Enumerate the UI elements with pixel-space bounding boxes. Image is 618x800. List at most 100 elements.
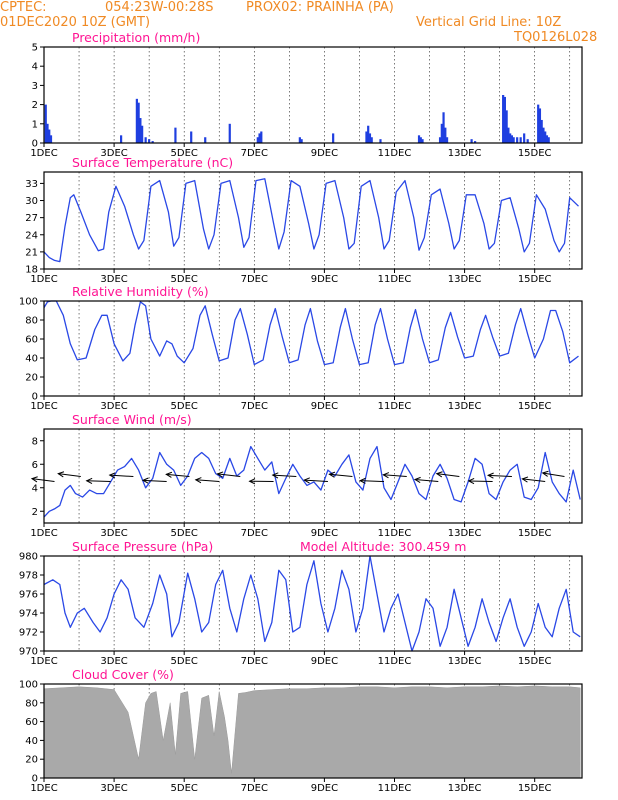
precip-bar	[419, 137, 422, 143]
precip-bar	[440, 123, 443, 143]
x-tick-label: 9DEC	[311, 783, 338, 794]
wind-arrow-head	[30, 476, 38, 483]
x-tick-label: 7DEC	[241, 656, 268, 667]
x-tick-label: 3DEC	[100, 274, 127, 285]
x-tick-label: 5DEC	[171, 401, 198, 412]
chart-header: CPTEC: 054:23W-00:28S PROX02: PRAINHA (P…	[0, 0, 618, 46]
x-tick-label: 13DEC	[448, 783, 482, 794]
precip-bar	[258, 133, 261, 143]
y-tick-label: 6	[32, 460, 38, 471]
precip-bar	[510, 135, 514, 143]
x-tick-label: 9DEC	[311, 401, 338, 412]
cloud-area	[43, 685, 581, 779]
precip-bar	[46, 123, 49, 143]
y-tick-label: 24	[25, 230, 38, 241]
precip-bar	[370, 137, 373, 143]
x-tick-label: 11DEC	[378, 656, 412, 667]
precip-bar	[503, 96, 506, 143]
wind-arrow	[329, 473, 353, 478]
y-tick-label: 20	[25, 755, 38, 766]
x-tick-label: 7DEC	[241, 783, 268, 794]
wind-arrow-head	[521, 476, 529, 483]
precip-bar	[444, 127, 447, 143]
precip-bar	[368, 133, 372, 143]
y-tick-label: 4	[32, 483, 38, 494]
wind-arrow-head	[541, 470, 549, 477]
wind-arrow	[360, 480, 384, 483]
x-tick-label: 1DEC	[30, 274, 57, 285]
wind-series-line	[43, 445, 581, 518]
y-tick-label: 40	[25, 354, 38, 365]
x-tick-label: 5DEC	[171, 274, 198, 285]
header-station: PROX02: PRAINHA (PA)	[246, 0, 394, 15]
panel-title: Relative Humidity (%)	[72, 284, 209, 299]
y-tick-label: 30	[25, 196, 38, 207]
y-tick-label: 2	[32, 507, 38, 518]
x-tick-label: 11DEC	[378, 783, 412, 794]
wind-arrow-head	[248, 478, 256, 485]
x-tick-label: 11DEC	[378, 401, 412, 412]
x-tick-label: 5DEC	[171, 528, 198, 539]
precip-bar	[526, 139, 529, 143]
wind-arrow-head	[435, 471, 443, 478]
x-tick-label: 9DEC	[311, 274, 338, 285]
precip-bar	[512, 137, 515, 143]
precip-bar	[537, 104, 540, 143]
rh-series-line	[43, 300, 579, 366]
panel-title: Surface Temperature (nC)	[72, 155, 233, 170]
precip-bar	[120, 135, 123, 143]
x-tick-label: 5DEC	[171, 783, 198, 794]
y-tick-label: 60	[25, 335, 38, 346]
precip-bar	[174, 127, 177, 143]
wind-arrow	[488, 474, 512, 478]
precip-bar	[300, 139, 303, 143]
precip-bar	[379, 139, 382, 143]
precip-bar	[151, 141, 154, 143]
x-tick-label: 11DEC	[378, 528, 412, 539]
wind-arrow	[414, 478, 439, 483]
wind-arrow-head	[194, 477, 202, 484]
panel-rh: 0 20 40 60 80 100 1DEC 3DEC 5DEC 7DEC 9DEC 11DEC 13D…	[19, 284, 583, 412]
y-tick-label: 3	[32, 81, 38, 92]
panel-frame	[43, 555, 583, 652]
x-tick-label: 7DEC	[241, 401, 268, 412]
precip-bar	[547, 137, 550, 143]
wind-arrow	[522, 478, 546, 483]
precip-bar	[135, 98, 138, 143]
x-tick-label: 13DEC	[448, 274, 482, 285]
x-tick-label: 3DEC	[100, 401, 127, 412]
x-tick-label: 15DEC	[518, 528, 552, 539]
precip-bar	[502, 95, 505, 143]
panel-title: Cloud Cover (%)	[72, 667, 174, 682]
panel-pres: 970 972 974 976 978 980 1DEC 3DEC 5DEC 7DEC 9DEC 11…	[19, 539, 583, 667]
precip-bar	[365, 131, 368, 143]
x-tick-label: 15DEC	[518, 783, 552, 794]
y-tick-label: 8	[32, 436, 38, 447]
wind-arrow-head	[141, 477, 149, 484]
wind-arrow	[142, 479, 167, 483]
x-tick-label: 7DEC	[241, 274, 268, 285]
precip-bar	[148, 139, 151, 143]
precip-bar	[509, 133, 512, 143]
x-tick-label: 13DEC	[448, 401, 482, 412]
precip-bar	[442, 112, 445, 143]
panel-frame	[43, 300, 583, 397]
precip-bar	[204, 137, 207, 143]
header-source: CPTEC:	[0, 0, 47, 15]
wind-arrow-head	[108, 472, 116, 479]
x-tick-label: 13DEC	[448, 656, 482, 667]
header-date: 01DEC2020 10Z (GMT)	[0, 15, 151, 30]
x-tick-label: 7DEC	[241, 528, 268, 539]
x-tick-label: 5DEC	[171, 656, 198, 667]
wind-arrow-head	[328, 471, 336, 478]
y-tick-label: 100	[19, 680, 38, 691]
precip-bar	[538, 108, 542, 143]
precip-bar	[367, 125, 370, 143]
wind-arrow-head	[413, 476, 421, 483]
precip-bar	[445, 137, 449, 143]
x-tick-label: 15DEC	[518, 274, 552, 285]
panel-frame	[43, 683, 583, 779]
precip-bar	[256, 137, 259, 143]
y-tick-label: 976	[19, 590, 38, 601]
y-tick-label: 33	[25, 179, 38, 190]
